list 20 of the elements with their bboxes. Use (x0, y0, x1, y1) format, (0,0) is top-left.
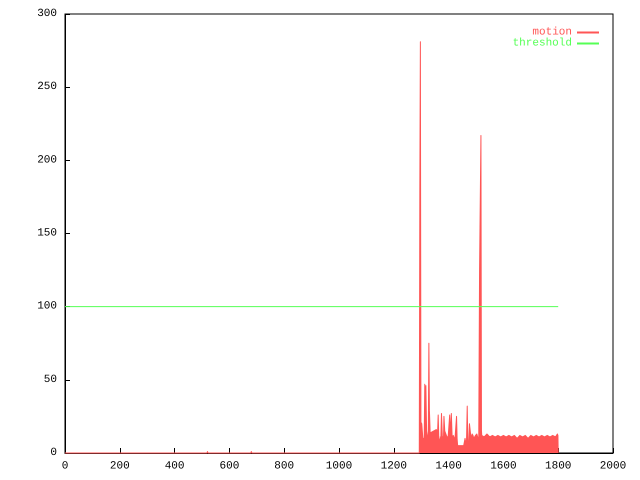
x-tick-label: 2000 (600, 460, 626, 472)
x-tick-label: 600 (219, 460, 240, 472)
x-tick-label: 400 (164, 460, 185, 472)
x-tick-label: 1400 (435, 460, 462, 472)
y-tick-label: 200 (37, 154, 57, 166)
x-tick-label: 1800 (544, 460, 572, 472)
x-tick-label: 200 (110, 460, 130, 472)
y-tick-label: 250 (37, 81, 57, 94)
y-tick-label: 100 (37, 300, 57, 313)
legend-label: threshold (512, 38, 572, 50)
y-tick-label: 0 (50, 447, 57, 459)
y-tick-label: 150 (37, 228, 57, 240)
x-tick-label: 1600 (490, 460, 517, 472)
y-tick-label: 50 (44, 374, 57, 386)
x-tick-label: 800 (274, 460, 294, 472)
y-tick-label: 300 (37, 8, 57, 20)
legend-label: motion (532, 26, 572, 38)
x-tick-label: 0 (62, 460, 68, 472)
x-tick-label: 1200 (380, 460, 408, 472)
x-tick-label: 1000 (326, 460, 352, 472)
